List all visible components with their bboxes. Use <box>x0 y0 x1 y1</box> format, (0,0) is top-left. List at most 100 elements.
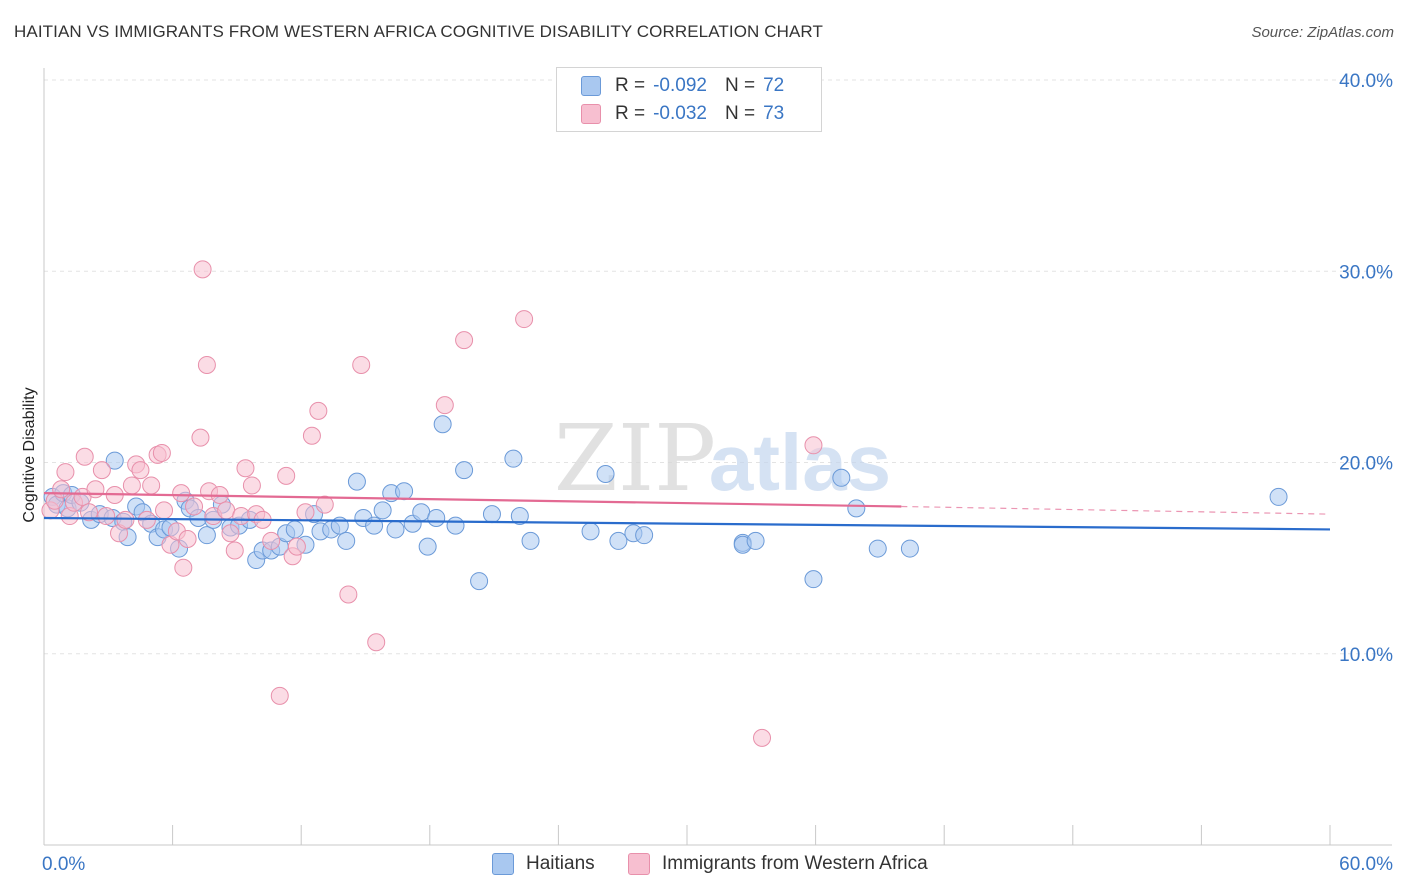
data-point <box>236 459 255 478</box>
data-point <box>339 585 358 604</box>
legend-r-value: -0.092 <box>653 75 707 96</box>
data-point <box>367 633 386 652</box>
data-point <box>386 520 405 539</box>
data-point <box>347 472 366 491</box>
x-tick-label: 0.0% <box>42 854 85 875</box>
bottom-legend-swatch-haitians <box>492 853 514 875</box>
data-point <box>302 426 321 445</box>
bottom-legend-swatch-immigrants <box>628 853 650 875</box>
watermark: ZIP atlas <box>554 405 891 512</box>
data-point <box>868 539 887 558</box>
data-point <box>296 503 315 522</box>
data-point <box>365 516 384 535</box>
trend-line-1 <box>43 492 902 508</box>
bottom-legend-immigrants: Immigrants from Western Africa <box>628 852 928 876</box>
data-point <box>900 539 919 558</box>
data-point <box>172 484 191 503</box>
data-point <box>746 531 765 550</box>
data-point <box>174 558 193 577</box>
data-point <box>155 501 174 520</box>
legend-r-value: -0.032 <box>653 103 707 124</box>
data-point <box>80 503 99 522</box>
data-point <box>225 541 244 560</box>
legend-r-label: R = <box>615 75 646 96</box>
data-point <box>373 501 392 520</box>
data-point <box>609 531 628 550</box>
legend-n-label: N = <box>724 75 756 96</box>
watermark-atlas: atlas <box>709 418 891 507</box>
data-point <box>178 530 197 548</box>
data-point <box>804 436 823 455</box>
data-point <box>635 526 654 545</box>
data-point <box>197 526 216 545</box>
data-point <box>217 501 236 520</box>
legend-swatch-immigrants <box>581 104 601 124</box>
legend-row-haitians: R = -0.092 N = 72 <box>581 73 784 99</box>
data-point <box>455 461 474 480</box>
data-point <box>482 505 501 524</box>
trend-line-extension-1 <box>901 505 1331 515</box>
data-point <box>185 497 204 516</box>
data-point <box>191 428 210 447</box>
data-point <box>52 480 71 499</box>
trend-line-0 <box>43 516 1331 531</box>
bottom-legend-label-immigrants: Immigrants from Western Africa <box>662 853 928 874</box>
legend-n-label: N = <box>724 103 756 124</box>
data-point <box>97 507 116 526</box>
y-tick-label: 10.0% <box>1339 645 1393 666</box>
data-point <box>315 495 334 514</box>
data-point <box>521 531 540 550</box>
data-point <box>221 524 240 543</box>
data-point <box>412 503 431 522</box>
data-point <box>131 461 150 480</box>
y-tick-label: 40.0% <box>1339 71 1393 92</box>
data-point <box>446 516 465 535</box>
data-point <box>504 449 523 468</box>
data-point <box>352 355 371 374</box>
data-point <box>232 507 251 526</box>
data-point <box>75 447 94 466</box>
data-point <box>435 396 454 415</box>
data-point <box>193 260 212 279</box>
data-point <box>1269 487 1288 506</box>
legend-swatch-haitians <box>581 76 601 96</box>
x-tick-label: 60.0% <box>1339 854 1393 875</box>
data-point <box>433 415 452 434</box>
data-point <box>116 510 135 529</box>
data-point <box>92 461 111 480</box>
data-point <box>105 451 124 470</box>
data-point <box>832 468 851 487</box>
data-point <box>515 310 534 329</box>
legend-r-label: R = <box>615 103 646 124</box>
chart-title: HAITIAN VS IMMIGRANTS FROM WESTERN AFRIC… <box>14 22 823 41</box>
axes <box>43 68 1392 846</box>
data-point <box>122 476 141 495</box>
data-point <box>285 520 304 539</box>
data-point <box>596 464 615 483</box>
data-point <box>277 466 296 485</box>
source-label: Source: ZipAtlas.com <box>1251 24 1394 41</box>
data-point <box>804 570 823 589</box>
data-point <box>581 522 600 541</box>
bottom-legend-haitians: Haitians <box>492 852 595 876</box>
data-point <box>242 476 261 495</box>
tick-labels: 10.0% 20.0% 30.0% 40.0% 0.0% 60.0% <box>42 71 1393 875</box>
data-point <box>270 686 289 705</box>
data-point <box>753 728 772 747</box>
legend-n-value: 73 <box>763 103 785 124</box>
data-point <box>152 443 171 462</box>
data-point <box>287 537 306 556</box>
y-tick-label: 30.0% <box>1339 262 1393 283</box>
data-point <box>337 531 356 550</box>
gridlines <box>44 79 1392 655</box>
correlation-legend: R = -0.092 N = 72 R = -0.032 N = 73 <box>556 67 822 132</box>
y-tick-label: 20.0% <box>1339 454 1393 475</box>
legend-row-immigrants: R = -0.032 N = 73 <box>581 101 784 127</box>
data-point <box>309 401 328 420</box>
legend-n-value: 72 <box>763 75 785 96</box>
data-point <box>510 507 529 526</box>
data-point <box>395 482 414 501</box>
data-point <box>847 499 866 518</box>
data-point <box>262 531 281 550</box>
